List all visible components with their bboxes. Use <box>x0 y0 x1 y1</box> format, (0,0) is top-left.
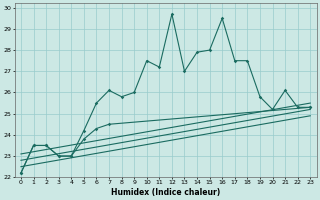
X-axis label: Humidex (Indice chaleur): Humidex (Indice chaleur) <box>111 188 220 197</box>
